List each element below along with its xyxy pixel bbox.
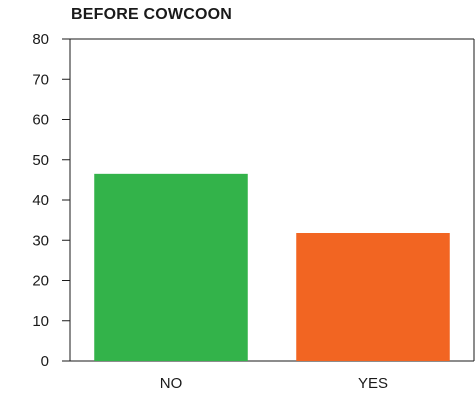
x-tick-label: NO — [160, 375, 183, 392]
bar-no — [94, 174, 248, 361]
bar-yes — [296, 233, 450, 361]
y-tick-label: 30 — [32, 232, 49, 249]
y-tick-label: 60 — [32, 112, 49, 129]
y-tick-label: 80 — [32, 31, 49, 48]
x-axis: NO YES — [160, 375, 388, 392]
y-axis: 0 10 20 30 40 50 60 70 80 — [32, 31, 70, 370]
y-tick-label: 50 — [32, 152, 49, 169]
y-tick-label: 70 — [32, 71, 49, 88]
bars — [94, 174, 450, 361]
x-tick-label: YES — [358, 375, 388, 392]
y-tick-label: 20 — [32, 273, 49, 290]
y-tick-label: 10 — [32, 313, 49, 330]
y-tick-label: 0 — [41, 353, 49, 370]
y-tick-label: 40 — [32, 192, 49, 209]
